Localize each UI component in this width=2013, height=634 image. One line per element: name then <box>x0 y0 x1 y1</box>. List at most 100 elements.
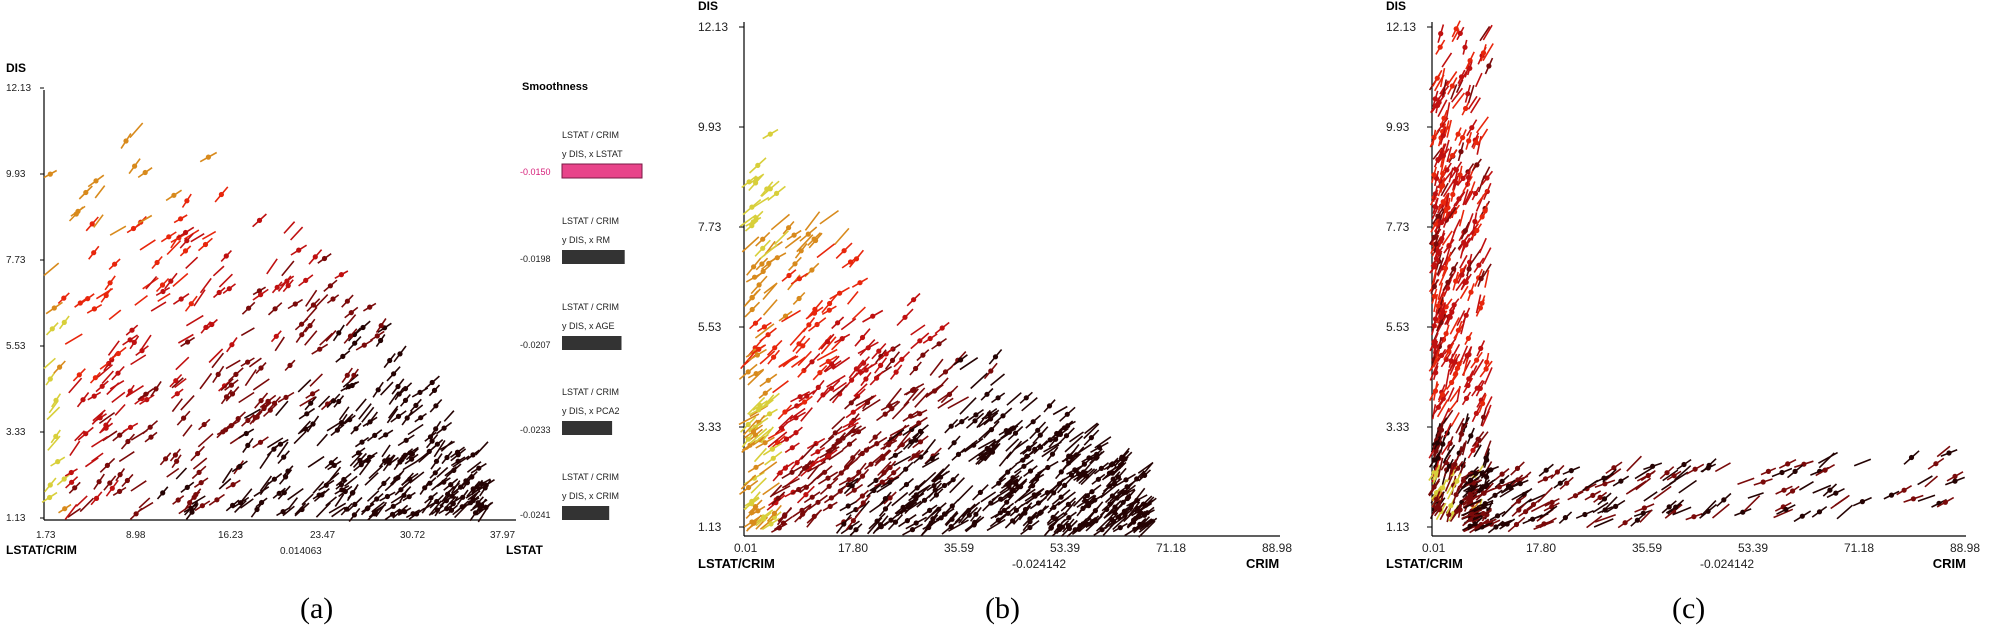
glyph-stroke <box>471 484 484 496</box>
glyph-point <box>1449 152 1456 159</box>
smoothness-item[interactable]: LSTAT / CRIM y DIS, x RM -0.0198 <box>520 216 625 264</box>
glyph-point <box>1597 494 1603 500</box>
glyph-point <box>760 245 766 251</box>
glyph-point <box>47 494 53 501</box>
glyph-point <box>1484 482 1490 488</box>
glyph-point <box>159 282 166 288</box>
panel-a-corner-label: LSTAT/CRIM <box>6 543 77 557</box>
glyph-stroke <box>970 372 988 390</box>
glyph-stroke <box>1737 477 1755 485</box>
glyph-point <box>1484 175 1490 181</box>
glyph-stroke <box>275 400 289 417</box>
glyph-stroke <box>948 519 969 532</box>
glyph-stroke <box>476 502 492 516</box>
smoothness-item[interactable]: LSTAT / CRIM y DIS, x PCA2 -0.0233 <box>520 387 620 435</box>
glyph-point <box>1468 289 1474 295</box>
glyph-stroke <box>1138 499 1154 512</box>
glyph-point <box>1465 335 1471 341</box>
glyph-point <box>973 511 979 517</box>
panel-c-caption: (c) <box>1672 592 1705 625</box>
glyph-point <box>769 446 776 452</box>
glyph-stroke <box>1139 462 1154 479</box>
glyph-stroke <box>1429 362 1439 381</box>
glyph-point <box>745 421 751 428</box>
glyph-stroke <box>1450 228 1457 243</box>
glyph-point <box>767 411 773 417</box>
smoothness-item[interactable]: LSTAT / CRIM y DIS, x CRIM -0.0241 <box>520 472 619 520</box>
glyph-point <box>330 398 337 404</box>
glyph-point <box>1888 492 1895 498</box>
glyph-point <box>1439 352 1445 358</box>
glyph-stroke <box>202 230 217 240</box>
glyph-point <box>882 506 889 512</box>
glyph-point <box>745 369 751 375</box>
glyph-point <box>1445 279 1451 285</box>
glyph-stroke <box>781 477 800 489</box>
glyph-point <box>281 490 287 496</box>
glyph-point <box>1072 467 1078 473</box>
glyph-stroke <box>949 477 965 494</box>
glyph-point <box>115 370 121 376</box>
glyph-stroke <box>1818 452 1835 469</box>
glyph-stroke <box>789 327 807 346</box>
glyph-stroke <box>199 277 212 294</box>
glyph-point <box>786 272 792 279</box>
panel-b-y-tick-label: 7.73 <box>698 220 722 234</box>
glyph-point <box>1473 139 1479 145</box>
glyph-point <box>917 439 924 445</box>
glyph-stroke <box>1459 285 1469 300</box>
glyph-stroke <box>1917 494 1936 502</box>
smoothness-item[interactable]: LSTAT / CRIM y DIS, x AGE -0.0207 <box>520 302 622 350</box>
glyph-stroke <box>1103 504 1123 519</box>
glyph-point <box>782 512 788 518</box>
glyph-stroke <box>1437 282 1444 300</box>
glyph-point <box>1027 519 1033 525</box>
glyph-point <box>911 297 917 303</box>
glyph-point <box>1557 480 1563 486</box>
glyph-point <box>827 503 833 509</box>
glyph-point <box>1568 468 1574 474</box>
glyph-stroke <box>368 465 384 479</box>
glyph-point <box>109 485 115 491</box>
glyph-point <box>1030 419 1036 425</box>
glyph-stroke <box>64 333 83 345</box>
glyph-stroke <box>1444 206 1457 224</box>
glyph-point <box>917 428 924 434</box>
glyph-point <box>1431 284 1437 290</box>
glyph-point <box>903 481 910 488</box>
glyph-point <box>62 506 68 512</box>
glyph-point <box>77 300 83 306</box>
glyph-point <box>793 430 799 436</box>
glyph-stroke <box>97 364 114 378</box>
glyph-stroke <box>248 357 262 368</box>
glyph-stroke <box>475 441 489 456</box>
glyph-stroke <box>990 432 1010 447</box>
panel-c-x-tick-label: 17.80 <box>1526 541 1556 555</box>
glyph-point <box>235 416 241 422</box>
glyph-point <box>1480 400 1486 407</box>
glyph-stroke <box>1444 422 1452 438</box>
glyph-point <box>799 507 805 513</box>
glyph-point <box>125 438 131 445</box>
glyph-point <box>859 334 866 341</box>
glyph-stroke <box>773 230 789 245</box>
glyph-point <box>402 452 408 458</box>
glyph-point <box>1859 499 1865 505</box>
glyph-stroke <box>1138 520 1156 538</box>
glyph-point <box>1454 478 1460 484</box>
glyph-stroke <box>409 471 425 484</box>
glyph-point <box>1454 508 1460 514</box>
glyph-stroke <box>762 283 778 301</box>
glyph-stroke <box>998 451 1012 467</box>
glyph-stroke <box>889 424 910 437</box>
glyph-stroke <box>1073 443 1092 457</box>
glyph-point <box>941 482 948 489</box>
glyph-stroke <box>1482 24 1493 41</box>
glyph-stroke <box>932 463 951 483</box>
glyph-point <box>1009 426 1015 432</box>
glyph-point <box>133 511 139 517</box>
glyph-point <box>973 412 979 418</box>
glyph-stroke <box>1449 317 1460 335</box>
glyph-point <box>760 236 766 242</box>
smoothness-item[interactable]: LSTAT / CRIM y DIS, x LSTAT -0.0150 <box>520 130 643 179</box>
